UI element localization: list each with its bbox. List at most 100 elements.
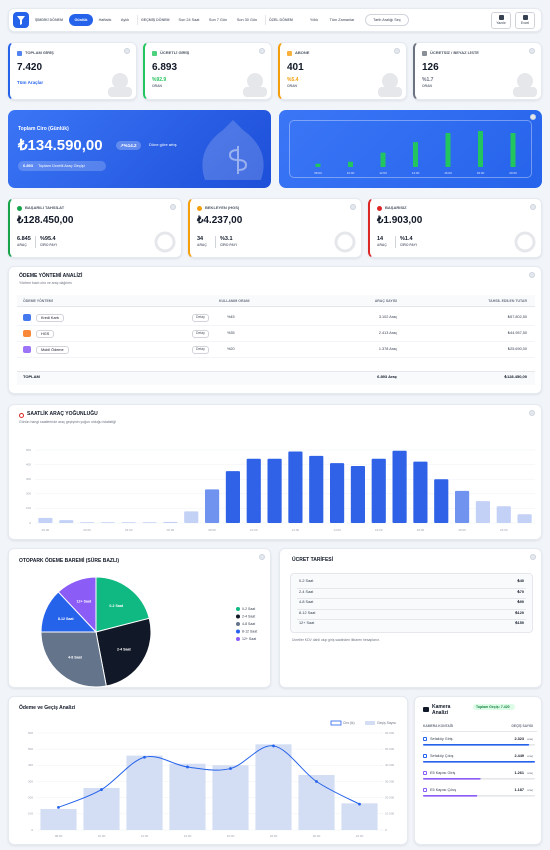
collection-label: BEKLEYEN (HGS) xyxy=(205,205,240,210)
x-tick-label: 04:00 xyxy=(125,528,133,532)
separator xyxy=(265,15,266,25)
row-divider xyxy=(17,341,535,342)
payment-traffic-card: Ödeme ve Geçiş Analizi 0 100 200 300 400 500 60… xyxy=(8,696,408,845)
tariff-price: ₺70 xyxy=(517,589,524,594)
line xyxy=(58,745,360,808)
period-group-label: ÖZEL DÖNEM xyxy=(269,18,293,22)
slice-label: 8-12 Saat xyxy=(58,617,75,621)
chart-svg: 0 100 200 300 400 500 600 0 10.000 20.000 30.000 40… xyxy=(28,720,396,838)
kpi-icon xyxy=(17,51,22,56)
chart-svg xyxy=(378,73,402,97)
collection-card: BEKLEYEN (HGS) ₺4.237,00 34 ARAÇ %3.1 CİRO PA… xyxy=(188,198,362,258)
period-button[interactable]: Haftalık xyxy=(98,17,112,22)
period-button[interactable]: Tarih Aralığı Seç xyxy=(365,14,409,26)
tariff-card: ÜCRET TARİFESİ 0-2 Saat ₺40 2-4 Saat ₺70 4-8 … xyxy=(279,548,542,688)
status-icon xyxy=(17,206,22,211)
period-button[interactable]: Yıllık xyxy=(309,17,319,22)
slice-label: 0-2 Saat xyxy=(109,604,124,608)
y-tick-label: 0 xyxy=(29,521,31,525)
kpi-value: 126 xyxy=(422,62,439,73)
period-button[interactable]: Aylık xyxy=(120,17,130,22)
detail-button[interactable]: Detay xyxy=(192,330,209,338)
bar xyxy=(350,466,365,523)
period-button[interactable]: Son 30 Gün xyxy=(236,17,258,22)
detail-button[interactable]: Detay xyxy=(192,346,209,354)
kpi-decoration xyxy=(382,73,398,89)
y2-tick-label: 10.000 xyxy=(385,812,395,816)
revenue-change-label: Düne göre artış xyxy=(149,142,177,147)
kpi-value: 6.893 xyxy=(152,62,178,73)
collection-count-label: ARAÇ xyxy=(17,243,27,247)
info-icon xyxy=(350,204,356,210)
legend-swatch xyxy=(236,622,240,626)
column-header: KAMERA KONTAĞI xyxy=(423,724,454,728)
x-tick-label: 20:00 xyxy=(458,528,466,532)
info-icon xyxy=(170,204,176,210)
table-header xyxy=(17,295,535,307)
kpi-card: ÜCRETSİZ / BEYAZ LİSTE 126 %1.7 ORAN xyxy=(413,42,542,100)
camera-row-icon xyxy=(423,754,427,758)
button-icon xyxy=(499,15,504,20)
camera-name: E5 Kapısı Giriş xyxy=(430,771,456,775)
progress-bar xyxy=(423,744,530,746)
revenue-count-label: Toplam Ücretli Araç Geçişi xyxy=(38,163,85,168)
bar xyxy=(330,463,345,523)
camera-count: 2.323 xyxy=(514,737,524,741)
revenue-count-pill: 6.893 Toplam Ücretli Araç Geçişi xyxy=(18,161,106,171)
line-point xyxy=(272,744,275,748)
bar xyxy=(267,458,282,523)
x-tick-label: 14:00 xyxy=(333,528,341,532)
excel-button[interactable]: Excel xyxy=(515,12,535,29)
legend-label: 2-4 Saat xyxy=(242,614,255,618)
y-tick-label: 400 xyxy=(28,763,33,767)
collected-amount: ₺44.957,50 xyxy=(507,331,527,335)
collection-amount: ₺1.903,00 xyxy=(377,215,423,226)
legend-swatch xyxy=(236,614,240,619)
bar xyxy=(80,522,95,523)
tariff-title: ÜCRET TARİFESİ xyxy=(292,557,334,563)
x-tick-label: 20:00 xyxy=(313,834,321,838)
revenue-title: Toplam Ciro (Günlük) xyxy=(18,126,69,132)
bar xyxy=(298,775,335,830)
period-button[interactable]: Son 24 Saat xyxy=(178,17,200,22)
bar xyxy=(212,765,249,830)
divider xyxy=(215,236,216,248)
bar xyxy=(380,152,386,167)
x-tick-label: 16:00 xyxy=(375,528,383,532)
total-row xyxy=(17,371,535,385)
collection-count-label: ARAÇ xyxy=(377,243,387,247)
period-button[interactable]: Tüm Zamanlar xyxy=(329,17,355,22)
x-tick-label: 22:00 xyxy=(500,528,508,532)
kpi-card: ABONE 401 %5.4 ORAN xyxy=(278,42,407,100)
bar xyxy=(205,489,220,523)
pie-slice xyxy=(40,631,107,688)
period-group-label: ŞİMDİKİ DÖNEM xyxy=(35,18,63,22)
x-tick-label: 10:00 xyxy=(347,171,355,175)
separator xyxy=(137,15,138,25)
header-divider xyxy=(421,731,537,732)
divider xyxy=(35,236,36,248)
pie-chart-card: OTOPARK ÖDEME BAREMİ (SÜRE BAZLI) 0-2 Saa… xyxy=(8,548,271,688)
status-decoration xyxy=(154,231,176,253)
camera-unit: araç xyxy=(527,753,533,758)
print-button[interactable]: Yazdır xyxy=(491,12,511,29)
bar xyxy=(142,522,157,523)
kpi-decoration xyxy=(517,73,533,89)
period-button[interactable]: Günlük xyxy=(69,14,93,26)
bar xyxy=(59,520,74,523)
detail-button[interactable]: Detay xyxy=(192,314,209,322)
bar xyxy=(40,808,77,830)
column-header: ARAÇ SAYISI xyxy=(374,299,397,303)
bar xyxy=(455,490,470,523)
x-tick-label: 16:00 xyxy=(227,834,235,838)
legend-label: Ciro (₺) xyxy=(343,721,355,725)
period-button[interactable]: Son 7 Gün xyxy=(208,17,228,22)
row-divider xyxy=(297,598,526,599)
camera-count: 1.261 xyxy=(514,771,524,775)
row-divider xyxy=(297,608,526,610)
info-icon xyxy=(259,48,265,54)
row-divider xyxy=(17,357,535,358)
table-title: ÖDEME YÖNTEMİ ANALİZİ xyxy=(19,273,83,279)
hourly-chart-card: SAATLİK ARAÇ YOĞUNLUĞU Günün hangi saatle… xyxy=(8,404,542,540)
